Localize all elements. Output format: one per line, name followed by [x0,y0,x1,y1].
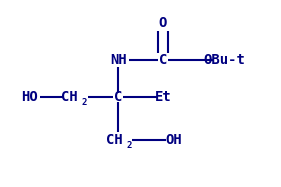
Text: 2: 2 [81,98,87,107]
Text: CH: CH [106,133,123,147]
Text: CH: CH [61,90,78,104]
Text: HO: HO [21,90,38,104]
Text: OBu-t: OBu-t [203,53,245,67]
Text: C: C [114,90,123,104]
Text: O: O [158,16,167,30]
Text: 2: 2 [126,141,132,150]
Text: OH: OH [166,133,182,147]
Text: Et: Et [154,90,171,104]
Text: C: C [158,53,167,67]
Text: NH: NH [110,53,127,67]
